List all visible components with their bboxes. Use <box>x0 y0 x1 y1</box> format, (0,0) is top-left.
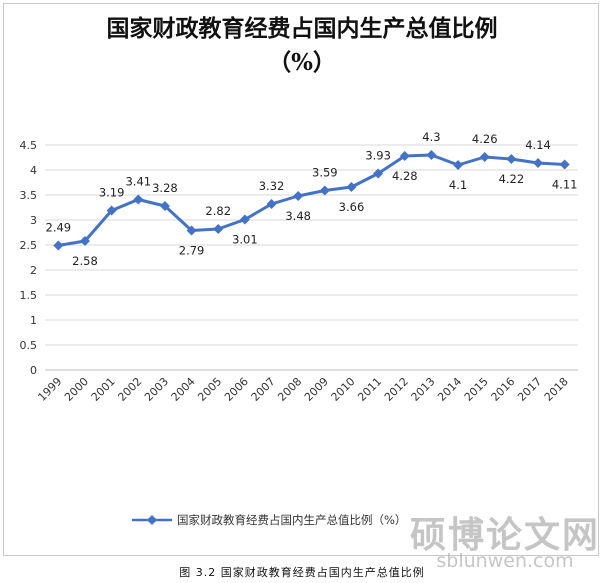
x-tick-label: 2004 <box>169 375 198 404</box>
data-label: 4.14 <box>525 138 551 152</box>
x-tick-label: 2002 <box>115 375 144 404</box>
x-tick-label: 2015 <box>462 375 491 404</box>
y-tick-label: 0.5 <box>20 339 38 352</box>
data-point-marker <box>399 151 410 161</box>
y-tick-label: 3.5 <box>20 189 38 202</box>
data-point-marker <box>159 201 170 211</box>
data-point-marker <box>213 224 224 234</box>
x-tick-label: 2007 <box>249 375 278 404</box>
y-tick-label: 3 <box>30 214 37 227</box>
y-tick-label: 1.5 <box>20 289 38 302</box>
x-tick-label: 2006 <box>222 375 251 404</box>
series-layer <box>53 150 570 251</box>
x-tick-label: 2013 <box>409 375 438 404</box>
watermark-logo-text: 硕博论文网 <box>410 514 601 556</box>
data-label: 4.26 <box>472 132 498 146</box>
data-label: 4.28 <box>392 169 418 183</box>
y-tick-label: 4 <box>30 164 37 177</box>
legend-label: 国家财政教育经费占国内生产总值比例（%） <box>177 513 406 527</box>
x-tick-label: 1999 <box>35 375 64 404</box>
data-label: 3.32 <box>259 179 285 193</box>
data-point-marker <box>506 154 517 164</box>
watermark: 硕博论文网 sblunwen.com <box>410 506 600 578</box>
chart-frame <box>3 3 599 556</box>
data-label: 3.19 <box>99 186 125 200</box>
data-point-marker <box>319 185 330 196</box>
data-point-marker <box>239 214 250 225</box>
y-tick-label: 4.5 <box>20 139 38 152</box>
data-point-marker <box>53 240 64 251</box>
watermark-url: sblunwen.com <box>436 550 574 572</box>
data-label: 2.79 <box>179 244 205 258</box>
legend-diamond-marker <box>147 515 157 525</box>
data-labels: 2.49 2.58 3.193.41 3.28 2.79 2.82 3.01 3.32 3.48… <box>46 130 578 268</box>
gridlines <box>45 144 578 346</box>
series-line <box>58 153 565 247</box>
axes: 0 0.5 1 1.5 2 2.5 3 3.5 4 4.5 19992000200120022003… <box>20 139 578 404</box>
data-point-marker <box>479 152 490 162</box>
x-tick-label: 2005 <box>195 375 224 404</box>
data-label: 4.3 <box>422 130 440 144</box>
y-tick-label: 2.5 <box>20 239 38 252</box>
data-label: 2.49 <box>46 221 72 235</box>
data-point-marker <box>533 158 544 168</box>
x-tick-label: 2001 <box>89 375 118 404</box>
data-point-marker <box>426 150 437 160</box>
data-label: 4.22 <box>499 172 525 186</box>
x-tick-label: 2003 <box>142 375 171 404</box>
data-point-marker <box>559 159 570 170</box>
x-tick-label: 2011 <box>355 375 384 404</box>
y-tick-label: 2 <box>30 264 37 277</box>
x-tick-label: 2017 <box>515 375 544 404</box>
data-point-marker <box>293 191 304 201</box>
data-label: 3.28 <box>152 181 178 195</box>
chart-title: 国家财政教育经费占国内生产总值比例 <box>107 15 498 42</box>
x-tick-label: 2016 <box>489 375 518 404</box>
data-label: 3.59 <box>312 166 338 180</box>
x-tick-label: 2008 <box>275 375 304 404</box>
data-label: 3.48 <box>285 209 311 223</box>
y-tick-label: 0 <box>30 364 37 377</box>
y-tick-label: 1 <box>30 314 37 327</box>
x-tick-label: 2018 <box>542 375 571 404</box>
data-label: 2.58 <box>72 254 98 268</box>
data-point-marker <box>373 168 384 179</box>
data-label: 2.82 <box>205 204 231 218</box>
data-point-marker <box>106 205 117 216</box>
x-tick-label: 2009 <box>302 375 331 404</box>
data-label: 4.11 <box>552 178 578 192</box>
x-tick-label: 2012 <box>382 375 411 404</box>
data-label: 3.41 <box>125 175 151 189</box>
x-tick-label: 2010 <box>329 375 358 404</box>
data-point-marker <box>186 225 197 236</box>
data-point-marker <box>133 194 144 205</box>
data-point-marker <box>79 236 90 246</box>
data-label: 4.1 <box>449 178 467 192</box>
x-tick-label: 2014 <box>435 375 464 404</box>
data-label: 3.93 <box>365 149 391 163</box>
figure-caption: 图 3.2 国家财政教育经费占国内生产总值比例 <box>179 566 425 579</box>
chart-subtitle: （%） <box>268 49 336 76</box>
legend: 国家财政教育经费占国内生产总值比例（%） <box>132 513 406 527</box>
data-point-marker <box>453 160 464 170</box>
data-point-marker <box>266 199 277 209</box>
line-chart: 国家财政教育经费占国内生产总值比例 （%） 0 0.5 1 1.5 2 2.5 3 3.5 4 4… <box>20 15 578 527</box>
data-label: 3.01 <box>232 233 258 247</box>
data-point-marker <box>346 182 357 192</box>
data-label: 3.66 <box>339 200 365 214</box>
x-tick-label: 2000 <box>62 375 91 404</box>
